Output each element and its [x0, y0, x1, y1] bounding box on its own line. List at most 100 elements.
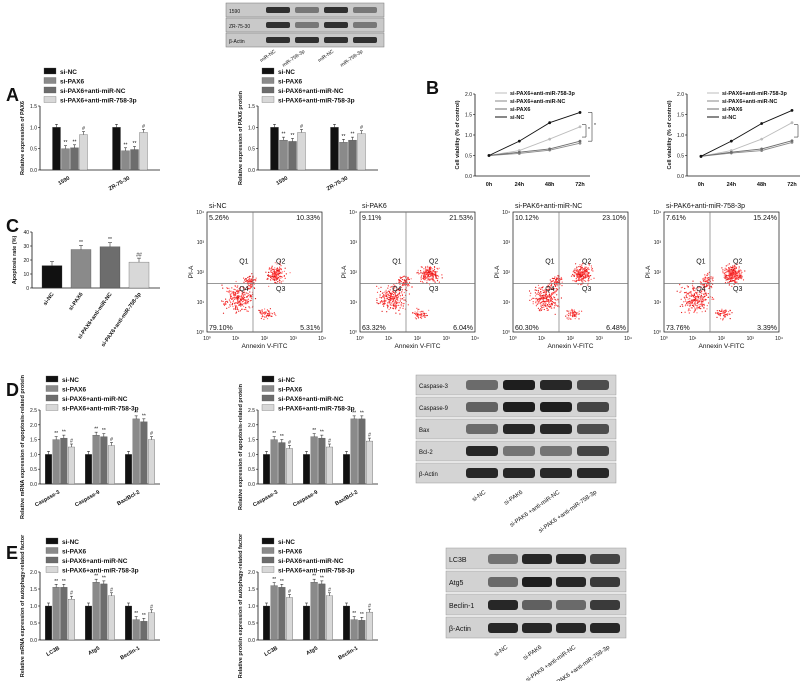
quadrant-label: Q4 [696, 286, 705, 293]
y-axis-title: Relative expression of PAX6 protein [238, 90, 244, 185]
bar [310, 582, 318, 641]
event-dot [537, 301, 539, 303]
data-point [790, 121, 794, 125]
y-tick-label: 2.0 [30, 423, 37, 429]
blot-lane-label: si-PAK6 [522, 644, 543, 661]
event-dot [724, 274, 727, 276]
event-dot [416, 314, 418, 317]
top-blot-band [324, 7, 348, 13]
event-dot [241, 296, 243, 298]
event-dot [261, 309, 263, 311]
event-dot [582, 272, 584, 275]
blot-lane-label: si-NC [493, 644, 509, 658]
event-dot [417, 311, 419, 313]
event-dot [552, 298, 554, 300]
legend-text: si-PAX6+anti-miR-758-3p [722, 91, 787, 97]
event-dot [691, 304, 694, 307]
event-dot [241, 308, 243, 310]
event-dot [415, 313, 417, 315]
sig-mark: ** [282, 132, 286, 138]
event-dot [692, 299, 694, 301]
event-dot [259, 312, 261, 314]
event-dot [416, 272, 418, 274]
event-dot [742, 279, 745, 281]
event-dot [537, 303, 539, 305]
event-dot [410, 278, 412, 280]
sig-mark: ** [94, 427, 98, 433]
event-dot [741, 274, 743, 276]
data-point [578, 125, 582, 129]
y-axis-title: Apoptosis rate (%) [12, 236, 18, 285]
event-dot [280, 281, 282, 283]
event-dot [696, 312, 698, 314]
y-tick-label: 2.5 [30, 408, 37, 414]
event-dot [266, 278, 268, 280]
event-dot [532, 303, 534, 305]
event-dot [275, 279, 277, 281]
event-dot [694, 289, 696, 292]
event-dot [380, 286, 382, 288]
event-dot [251, 279, 253, 281]
event-dot [576, 273, 578, 275]
event-dot [418, 308, 420, 310]
event-dot [553, 283, 556, 285]
event-dot [424, 271, 426, 273]
event-dot [687, 301, 689, 303]
event-dot [542, 304, 544, 306]
event-dot [227, 291, 229, 293]
event-dot [529, 295, 531, 297]
event-dot [578, 313, 581, 315]
data-point [548, 147, 552, 151]
event-dot [232, 293, 235, 295]
event-dot [392, 297, 394, 299]
event-dot [249, 279, 251, 281]
event-dot [269, 308, 271, 310]
sig-mark: ** [124, 142, 128, 148]
event-dot [584, 267, 586, 269]
event-dot [435, 273, 437, 275]
event-dot [693, 311, 695, 313]
flow-plot-3: si-PAK6+anti-miR-758-3p7.61% 15.24%73.76%… [645, 203, 783, 350]
event-dot [582, 275, 584, 278]
blot-row-label: Bcl-2 [419, 450, 433, 456]
event-dot [695, 296, 697, 298]
x-tick-label: 24h [727, 182, 737, 188]
event-dot [419, 272, 421, 275]
y-tick-label: 0.0 [248, 638, 255, 644]
event-dot [391, 298, 393, 300]
top-blot-band [266, 37, 290, 43]
quadrant-label: Q1 [545, 259, 554, 266]
bar [270, 585, 278, 641]
event-dot [229, 304, 231, 306]
event-dot [689, 304, 692, 306]
x-category-label: Atg5 [87, 646, 101, 657]
event-dot [702, 303, 704, 306]
event-dot [237, 302, 239, 304]
event-dot [733, 276, 735, 278]
event-dot [388, 290, 390, 292]
event-dot [547, 296, 549, 298]
event-dot [550, 284, 552, 287]
event-dot [234, 308, 236, 310]
event-dot [240, 297, 242, 300]
event-dot [549, 296, 551, 298]
event-dot [240, 302, 242, 304]
legend-a2-swatch [261, 96, 275, 103]
event-dot [400, 281, 402, 283]
sig-mark: # [70, 439, 73, 445]
event-dot [235, 292, 237, 294]
event-dot [397, 295, 399, 297]
quadrant-label: Q4 [392, 286, 401, 293]
blot-band [577, 402, 609, 412]
event-dot [244, 289, 246, 291]
event-dot [381, 301, 383, 303]
y-tick-label: 2.0 [677, 92, 684, 98]
event-dot [583, 271, 586, 273]
flow-y-tick: 10² [654, 270, 662, 276]
event-dot [568, 312, 570, 314]
event-dot [240, 303, 242, 306]
event-dot [401, 294, 403, 297]
event-dot [688, 309, 690, 311]
event-dot [432, 272, 434, 275]
event-dot [701, 301, 703, 303]
